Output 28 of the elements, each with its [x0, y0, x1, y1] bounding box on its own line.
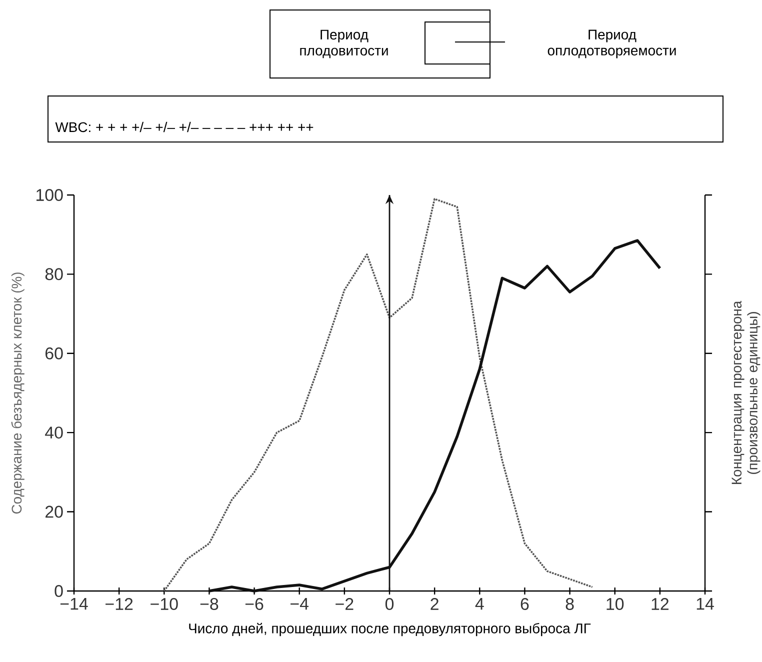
x-tick-label: 10 [606, 598, 624, 610]
y-tick-label: 100 [36, 188, 63, 201]
x-tick-label: −14 [60, 598, 88, 610]
x-axis-title: Число дней, прошедших после предовуляторного выброса ЛГ [189, 622, 591, 636]
line-series [163, 198, 594, 592]
x-tick-label: 0 [385, 598, 394, 610]
x-tick-label: −10 [150, 598, 178, 610]
y-tick-label: 80 [45, 268, 63, 280]
x-tick-label: −6 [245, 598, 264, 610]
y2-axis-title: Концентрация прогестерона (произвольные единицы) [732, 300, 760, 484]
x-tick-label: −4 [290, 598, 309, 610]
y-tick-label: 60 [46, 347, 63, 360]
x-tick-label: −12 [106, 598, 133, 610]
x-tick-label: 4 [475, 598, 484, 610]
y-axis-title: Содержание безъядерных клеток (%) [11, 272, 24, 514]
text: WBC: + + + +/– +/– +/– – – – – +++ ++ ++ [55, 122, 314, 132]
text: Период плодовитости [300, 30, 388, 58]
x-tick-label: 2 [430, 598, 438, 610]
x-tick-label: 14 [696, 598, 714, 610]
x-tick-label: 12 [652, 598, 668, 610]
text: Период оплодотворяемости [548, 30, 676, 58]
y-tick-label: 0 [54, 584, 63, 597]
y-tick-label: 40 [45, 426, 63, 439]
x-tick-label: −8 [200, 598, 218, 610]
x-tick-label: 6 [520, 598, 529, 610]
x-tick-label: 8 [566, 598, 574, 610]
y-tick-label: 20 [46, 506, 63, 518]
x-tick-label: −2 [336, 598, 354, 610]
